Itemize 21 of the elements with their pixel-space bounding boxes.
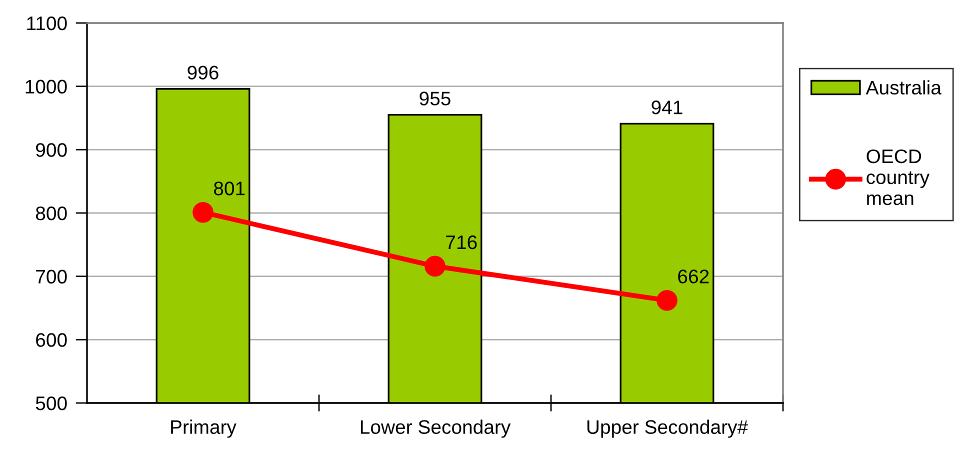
point: [192, 202, 214, 223]
y-tick-label: 1000: [26, 80, 67, 94]
data-label: 996: [188, 66, 218, 80]
data-label: 662: [678, 270, 709, 284]
y-tick-label: 800: [36, 206, 67, 220]
point: [656, 290, 678, 311]
x-tick-label: Primary: [171, 420, 236, 438]
legend-label: Australia: [866, 80, 942, 95]
point: [424, 256, 446, 277]
data-label: 955: [420, 92, 450, 106]
data-label: 941: [652, 100, 682, 114]
y-tick-label: 900: [36, 143, 67, 157]
data-label: 716: [446, 235, 477, 250]
y-tick-label: 500: [36, 396, 67, 410]
legend-label: OECD country mean: [866, 149, 930, 206]
y-tick-label: 600: [36, 333, 67, 347]
data-label: 801: [214, 182, 245, 196]
x-tick-label: Upper Secondary#: [587, 420, 748, 438]
y-tick-label: 1100: [27, 16, 67, 30]
x-tick-label: Lower Secondary: [360, 420, 511, 438]
y-tick-label: 700: [36, 270, 67, 284]
